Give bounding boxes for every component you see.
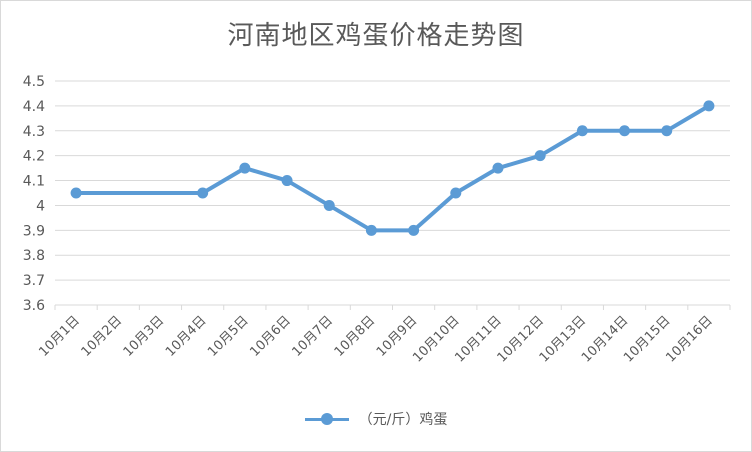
- x-tick-label: 10月8日: [332, 313, 379, 360]
- x-tick-label: 10月3日: [121, 313, 168, 360]
- data-point: [576, 125, 588, 137]
- data-point: [408, 224, 420, 236]
- data-point: [365, 224, 377, 236]
- y-tick-label: 4.5: [23, 74, 45, 90]
- data-point: [534, 150, 546, 162]
- data-point: [450, 187, 462, 199]
- data-point: [239, 162, 251, 174]
- y-tick-label: 3.9: [23, 223, 45, 239]
- y-tick-label: 3.8: [23, 248, 45, 264]
- y-tick-label: 4.1: [23, 174, 45, 190]
- legend: （元/斤）鸡蛋: [1, 409, 751, 429]
- data-point: [281, 175, 293, 187]
- chart-title: 河南地区鸡蛋价格走势图: [227, 21, 525, 51]
- data-point: [197, 187, 209, 199]
- legend-series-label: （元/斤）鸡蛋: [358, 412, 448, 428]
- x-tick-label: 10月6日: [247, 313, 294, 360]
- data-point: [703, 100, 715, 112]
- y-tick-label: 4.4: [23, 99, 45, 115]
- y-tick-label: 4.3: [23, 124, 45, 140]
- data-point: [661, 125, 673, 137]
- x-tick-label: 10月2日: [79, 313, 126, 360]
- data-point: [70, 187, 82, 199]
- y-tick-label: 4: [36, 198, 45, 214]
- x-tick-label: 10月4日: [163, 313, 210, 360]
- data-point: [619, 125, 631, 137]
- x-tick-label: 10月16日: [663, 313, 715, 365]
- y-tick-label: 3.7: [23, 273, 45, 289]
- series-line: [74, 103, 711, 233]
- y-tick-label: 4.2: [23, 149, 45, 165]
- data-point: [492, 162, 504, 174]
- line-chart: 3.63.73.83.944.14.24.34.44.510月1日10月2日10…: [23, 74, 731, 366]
- data-point: [323, 199, 335, 211]
- x-tick-label: 10月7日: [289, 313, 336, 360]
- x-tick-label: 10月1日: [36, 313, 83, 360]
- y-tick-label: 3.6: [23, 298, 45, 314]
- legend-series-marker: [304, 412, 349, 426]
- x-tick-label: 10月5日: [205, 313, 252, 360]
